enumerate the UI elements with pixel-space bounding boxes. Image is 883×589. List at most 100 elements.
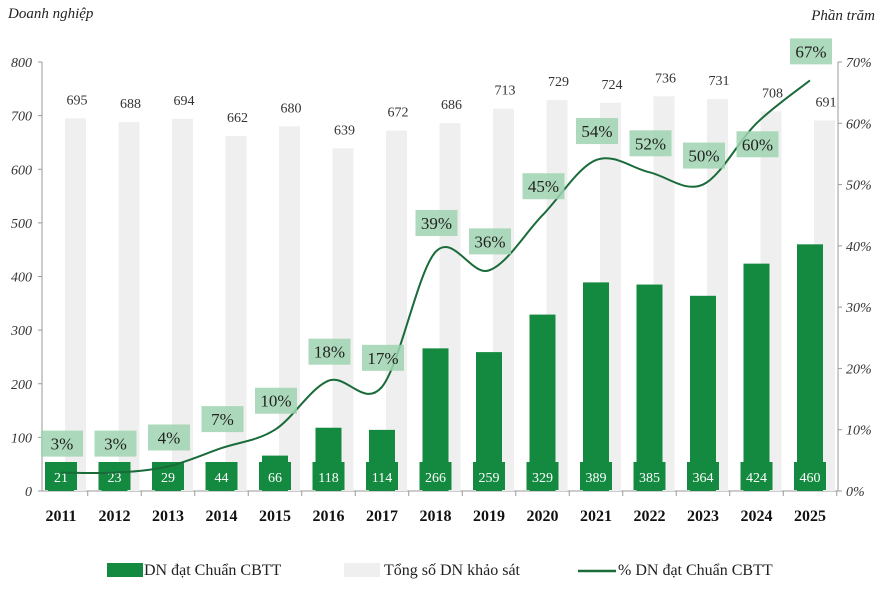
bar-cbtt-label: 385	[639, 471, 660, 486]
pct-label-box	[308, 338, 351, 365]
pct-label-box	[469, 228, 511, 255]
bar-total-label: 694	[174, 94, 195, 109]
right-axis-title: Phần trăm	[811, 8, 875, 24]
bar-total-label: 695	[67, 93, 88, 108]
bar-total-2017	[386, 130, 407, 491]
bar-cbtt-label: 23	[108, 471, 122, 486]
bar-cbtt-label-box	[419, 462, 452, 490]
bar-total-label: 713	[495, 84, 516, 99]
pct-label: 54%	[581, 122, 612, 141]
pct-label: 50%	[688, 147, 719, 166]
bar-cbtt-2020	[529, 314, 556, 491]
pct-label: 7%	[211, 410, 234, 429]
bar-total-2011	[65, 118, 86, 492]
x-tick-label: 2023	[687, 508, 719, 525]
bar-cbtt-label: 389	[586, 471, 607, 486]
pct-label-box	[94, 430, 137, 457]
bar-cbtt-label-box	[366, 462, 398, 490]
pct-label: 60%	[742, 135, 773, 154]
bar-cbtt-label-box	[312, 462, 345, 490]
pct-label: 10%	[260, 392, 291, 411]
pct-label-box	[736, 131, 779, 158]
bar-cbtt-2021	[583, 282, 609, 491]
pct-label: 52%	[635, 134, 666, 153]
x-tick-label: 2020	[527, 508, 559, 525]
bar-total-2016	[332, 148, 354, 491]
x-tick-label: 2019	[473, 508, 505, 525]
bar-cbtt-label-box	[633, 462, 666, 490]
pct-label-box	[148, 424, 190, 451]
legend-swatch-cbtt	[107, 563, 143, 577]
bar-cbtt-label: 118	[318, 471, 338, 486]
bar-total-label: 639	[334, 123, 355, 138]
bar-cbtt-label: 66	[268, 471, 282, 486]
bar-total-label: 662	[227, 111, 248, 126]
bar-total-label: 691	[816, 95, 837, 110]
bar-total-label: 680	[281, 101, 302, 116]
y-tick-label: 700	[11, 110, 32, 125]
pct-label-box	[255, 387, 297, 414]
bar-cbtt-label: 29	[161, 471, 175, 486]
bar-cbtt-2024	[743, 263, 770, 491]
y-tick-label: 400	[11, 271, 32, 286]
pct-label: 3%	[104, 435, 127, 454]
bar-total-2012	[118, 122, 140, 491]
bar-cbtt-label: 114	[372, 471, 392, 486]
pct-label: 36%	[474, 232, 505, 251]
bar-total-label: 672	[388, 106, 409, 121]
y-tick-label: 200	[11, 378, 32, 393]
bar-total-label: 688	[120, 97, 141, 112]
y2-tick-label: 0%	[846, 485, 865, 500]
legend-label-pct: % DN đạt Chuẩn CBTT	[618, 562, 773, 579]
pct-label: 3%	[51, 435, 74, 454]
bar-total-2013	[172, 118, 193, 491]
y-tick-label: 600	[11, 163, 32, 178]
bar-total-2015	[279, 126, 300, 491]
y2-tick-label: 20%	[846, 362, 872, 377]
legend-swatch-total	[344, 563, 380, 577]
bar-total-label: 708	[762, 86, 783, 101]
x-tick-label: 2012	[99, 508, 131, 525]
bar-total-label: 729	[548, 75, 569, 90]
bar-cbtt-label: 460	[800, 471, 821, 486]
bar-total-label: 686	[441, 98, 462, 113]
y2-tick-label: 70%	[846, 56, 872, 71]
legend-label-cbtt: DN đạt Chuẩn CBTT	[144, 562, 282, 579]
x-tick-label: 2011	[45, 508, 76, 525]
pct-label: 39%	[421, 214, 452, 233]
bar-cbtt-label: 266	[425, 471, 446, 486]
x-tick-label: 2024	[741, 508, 773, 525]
bar-cbtt-label-box	[687, 462, 719, 490]
y-tick-label: 500	[11, 217, 32, 232]
x-tick-label: 2022	[634, 508, 666, 525]
x-tick-label: 2017	[366, 508, 398, 525]
bar-cbtt-2025	[797, 244, 823, 491]
y-tick-label: 300	[10, 324, 32, 339]
bar-cbtt-2023	[690, 295, 716, 491]
pct-label-box	[790, 38, 832, 65]
x-tick-label: 2016	[313, 508, 345, 525]
legend-label-total: Tổng số DN khảo sát	[384, 562, 521, 579]
pct-label-box	[522, 173, 565, 200]
x-tick-label: 2018	[420, 508, 452, 525]
bar-cbtt-label: 424	[746, 471, 767, 486]
bar-cbtt-label-box	[473, 462, 505, 490]
line-pct-cbtt	[60, 79, 811, 475]
bar-cbtt-label-box	[526, 462, 559, 490]
pct-label-box	[415, 209, 458, 236]
y-tick-label: 800	[11, 56, 32, 71]
y2-tick-label: 30%	[845, 301, 872, 316]
pct-label: 18%	[314, 343, 345, 362]
bar-cbtt-2022	[636, 284, 663, 491]
pct-label-box	[201, 406, 244, 433]
x-tick-label: 2013	[152, 508, 184, 525]
y2-tick-label: 60%	[846, 117, 872, 132]
pct-label: 17%	[367, 349, 398, 368]
bar-total-label: 736	[655, 71, 676, 86]
bar-cbtt-label-box	[580, 462, 612, 490]
bar-cbtt-label: 259	[479, 471, 500, 486]
pct-label-box	[41, 430, 83, 457]
bar-total-2014	[225, 136, 247, 491]
x-tick-label: 2015	[259, 508, 291, 525]
